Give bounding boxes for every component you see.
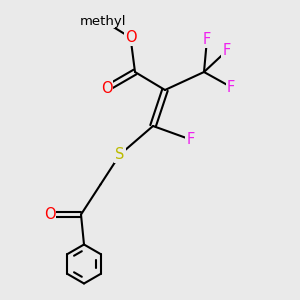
Text: O: O xyxy=(101,81,112,96)
Text: F: F xyxy=(227,80,235,94)
Text: S: S xyxy=(115,147,125,162)
Text: F: F xyxy=(222,44,231,59)
Text: F: F xyxy=(186,132,195,147)
Text: O: O xyxy=(125,30,136,45)
Text: F: F xyxy=(203,32,211,46)
Text: methyl: methyl xyxy=(80,14,127,28)
Text: O: O xyxy=(44,207,55,222)
